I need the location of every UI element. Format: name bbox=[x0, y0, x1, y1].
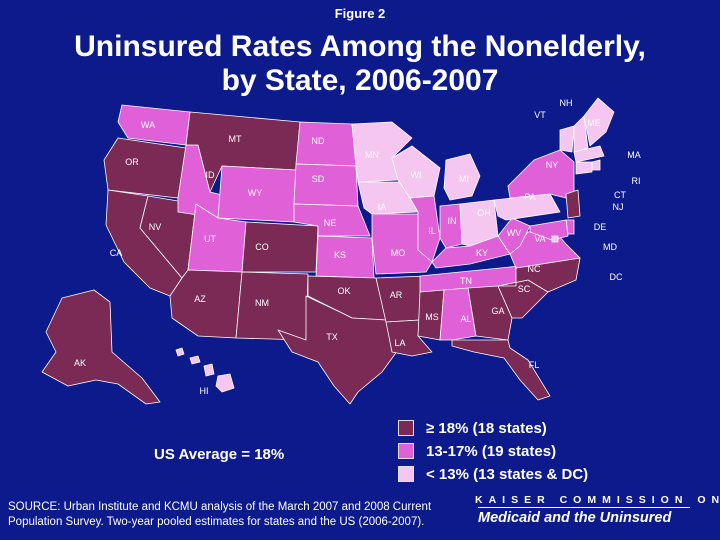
legend-swatch-high bbox=[398, 420, 414, 436]
state-label-wv: WV bbox=[507, 228, 522, 238]
state-ct bbox=[575, 161, 593, 175]
state-label-ga: GA bbox=[491, 306, 504, 316]
state-or bbox=[103, 137, 187, 199]
state-label-tn: TN bbox=[460, 276, 472, 286]
state-dc bbox=[551, 235, 559, 243]
figure-label: Figure 2 bbox=[334, 6, 386, 21]
state-label-sc: SC bbox=[518, 284, 531, 294]
title-line-1: Uninsured Rates Among the Nonelderly, bbox=[74, 30, 646, 63]
state-nh bbox=[573, 115, 589, 153]
kcmu-logo-rule bbox=[478, 507, 690, 508]
us-average-label: US Average = 18% bbox=[154, 446, 285, 463]
state-az bbox=[169, 269, 243, 339]
state-label-id: ID bbox=[206, 170, 216, 180]
state-label-dc: DC bbox=[610, 272, 623, 282]
state-label-va: VA bbox=[534, 234, 545, 244]
state-label-mo: MO bbox=[391, 248, 406, 258]
legend-label-mid: 13-17% (19 states) bbox=[426, 442, 557, 460]
state-label-nd: ND bbox=[312, 136, 325, 146]
legend-swatch-low bbox=[398, 466, 414, 482]
state-label-al: AL bbox=[460, 314, 471, 324]
legend-item-high: ≥ 18% (18 states) bbox=[398, 418, 547, 438]
state-label-ia: IA bbox=[378, 202, 387, 212]
state-label-hi: HI bbox=[200, 386, 209, 396]
title-line-2: by State, 2006-2007 bbox=[221, 64, 499, 97]
state-nc bbox=[497, 257, 581, 293]
state-label-sd: SD bbox=[312, 174, 325, 184]
state-nd bbox=[295, 121, 357, 167]
state-co bbox=[241, 221, 319, 273]
state-label-mn: MN bbox=[365, 150, 379, 160]
state-label-in: IN bbox=[448, 216, 457, 226]
state-label-ar: AR bbox=[390, 290, 403, 300]
state-label-ms: MS bbox=[425, 312, 439, 322]
state-label-me: ME bbox=[587, 118, 601, 128]
state-label-ny: NY bbox=[546, 160, 559, 170]
state-ak bbox=[41, 289, 161, 405]
state-label-wa: WA bbox=[141, 120, 155, 130]
state-mi bbox=[443, 153, 481, 201]
state-label-ct: CT bbox=[614, 190, 626, 200]
state-label-nc: NC bbox=[528, 264, 541, 274]
state-label-co: CO bbox=[255, 242, 269, 252]
state-fl bbox=[451, 339, 551, 401]
state-label-ca: CA bbox=[110, 248, 123, 258]
state-label-wy: WY bbox=[248, 188, 263, 198]
source-note: SOURCE: Urban Institute and KCMU analysi… bbox=[8, 501, 432, 528]
kcmu-logo-bottom: Medicaid and the Uninsured bbox=[478, 510, 672, 526]
state-wa bbox=[117, 104, 191, 146]
state-label-ak: AK bbox=[74, 358, 86, 368]
state-in bbox=[439, 203, 463, 249]
state-wv bbox=[497, 217, 531, 255]
state-ga bbox=[467, 285, 513, 341]
state-label-nj: NJ bbox=[613, 202, 624, 212]
page-title: Uninsured Rates Among the Nonelderly, by… bbox=[0, 30, 720, 98]
legend-label-high: ≥ 18% (18 states) bbox=[426, 419, 547, 437]
state-label-pa: PA bbox=[524, 192, 535, 202]
state-me bbox=[583, 97, 615, 147]
state-label-de: DE bbox=[594, 222, 607, 232]
state-label-ks: KS bbox=[334, 250, 346, 260]
state-label-mt: MT bbox=[229, 134, 242, 144]
state-label-la: LA bbox=[394, 338, 405, 348]
state-nm bbox=[235, 271, 309, 341]
state-label-ky: KY bbox=[476, 248, 488, 258]
state-label-md: MD bbox=[603, 242, 617, 252]
state-hi bbox=[175, 347, 235, 393]
legend-item-low: < 13% (13 states & DC) bbox=[398, 464, 588, 484]
state-md bbox=[529, 219, 569, 241]
state-ma bbox=[573, 145, 605, 163]
state-label-or: OR bbox=[125, 157, 139, 167]
state-tx bbox=[277, 295, 399, 405]
kcmu-logo-top: KAISER COMMISSION ON bbox=[475, 494, 720, 506]
state-va bbox=[509, 227, 581, 269]
state-ri bbox=[591, 159, 601, 171]
state-label-ri: RI bbox=[632, 176, 641, 186]
state-label-mi: MI bbox=[459, 174, 469, 184]
state-label-az: AZ bbox=[194, 294, 206, 304]
state-label-fl: FL bbox=[529, 360, 540, 370]
legend-swatch-mid bbox=[398, 443, 414, 459]
state-label-nv: NV bbox=[149, 222, 162, 232]
state-label-ut: UT bbox=[204, 234, 216, 244]
state-label-tx: TX bbox=[326, 332, 338, 342]
state-label-oh: OH bbox=[477, 208, 491, 218]
state-label-ok: OK bbox=[337, 286, 350, 296]
legend-item-mid: 13-17% (19 states) bbox=[398, 441, 556, 461]
state-nj bbox=[565, 189, 581, 219]
state-label-wi: WI bbox=[411, 170, 422, 180]
state-label-il: IL bbox=[428, 226, 436, 236]
state-label-nh: NH bbox=[560, 98, 573, 108]
state-label-ma: MA bbox=[627, 150, 641, 160]
state-label-nm: NM bbox=[255, 298, 269, 308]
legend-label-low: < 13% (13 states & DC) bbox=[426, 465, 589, 483]
state-label-ne: NE bbox=[324, 218, 337, 228]
state-al bbox=[439, 287, 477, 341]
state-sd bbox=[293, 163, 359, 207]
state-vt bbox=[559, 125, 575, 153]
state-label-vt: VT bbox=[534, 110, 546, 120]
state-ny bbox=[507, 149, 575, 201]
